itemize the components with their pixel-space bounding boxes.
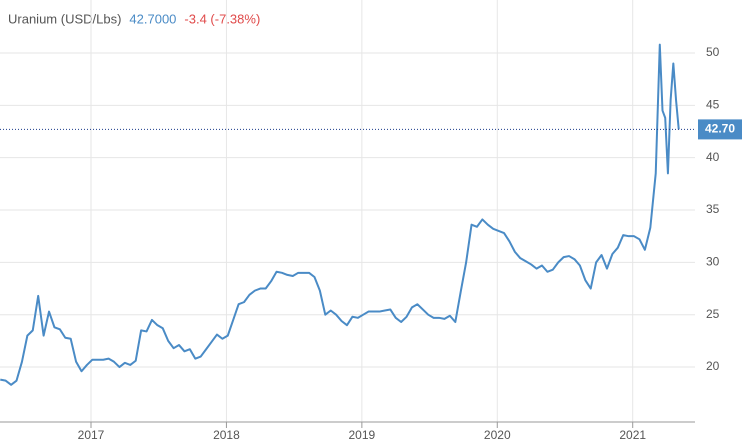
- y-tick-label: 30: [706, 255, 720, 269]
- price-change: -3.4 (-7.38%): [184, 11, 260, 26]
- chart-title: Uranium (USD/Lbs): [8, 11, 121, 26]
- y-tick-label: 45: [706, 97, 720, 111]
- last-price-box: [698, 119, 742, 140]
- price: 42.7000: [129, 11, 176, 26]
- x-tick-label: 2020: [484, 428, 511, 442]
- y-tick-label: 50: [706, 45, 720, 59]
- x-tick-label: 2017: [78, 428, 105, 442]
- y-tick-label: 20: [706, 359, 720, 373]
- last-price-label: 42.70: [705, 122, 735, 136]
- x-tick-label: 2019: [349, 428, 376, 442]
- y-tick-label: 40: [706, 150, 720, 164]
- x-tick-label: 2018: [213, 428, 240, 442]
- price-line: [0, 43, 680, 386]
- x-tick-label: 2021: [619, 428, 646, 442]
- y-tick-label: 35: [706, 202, 720, 216]
- y-tick-label: 25: [706, 307, 720, 321]
